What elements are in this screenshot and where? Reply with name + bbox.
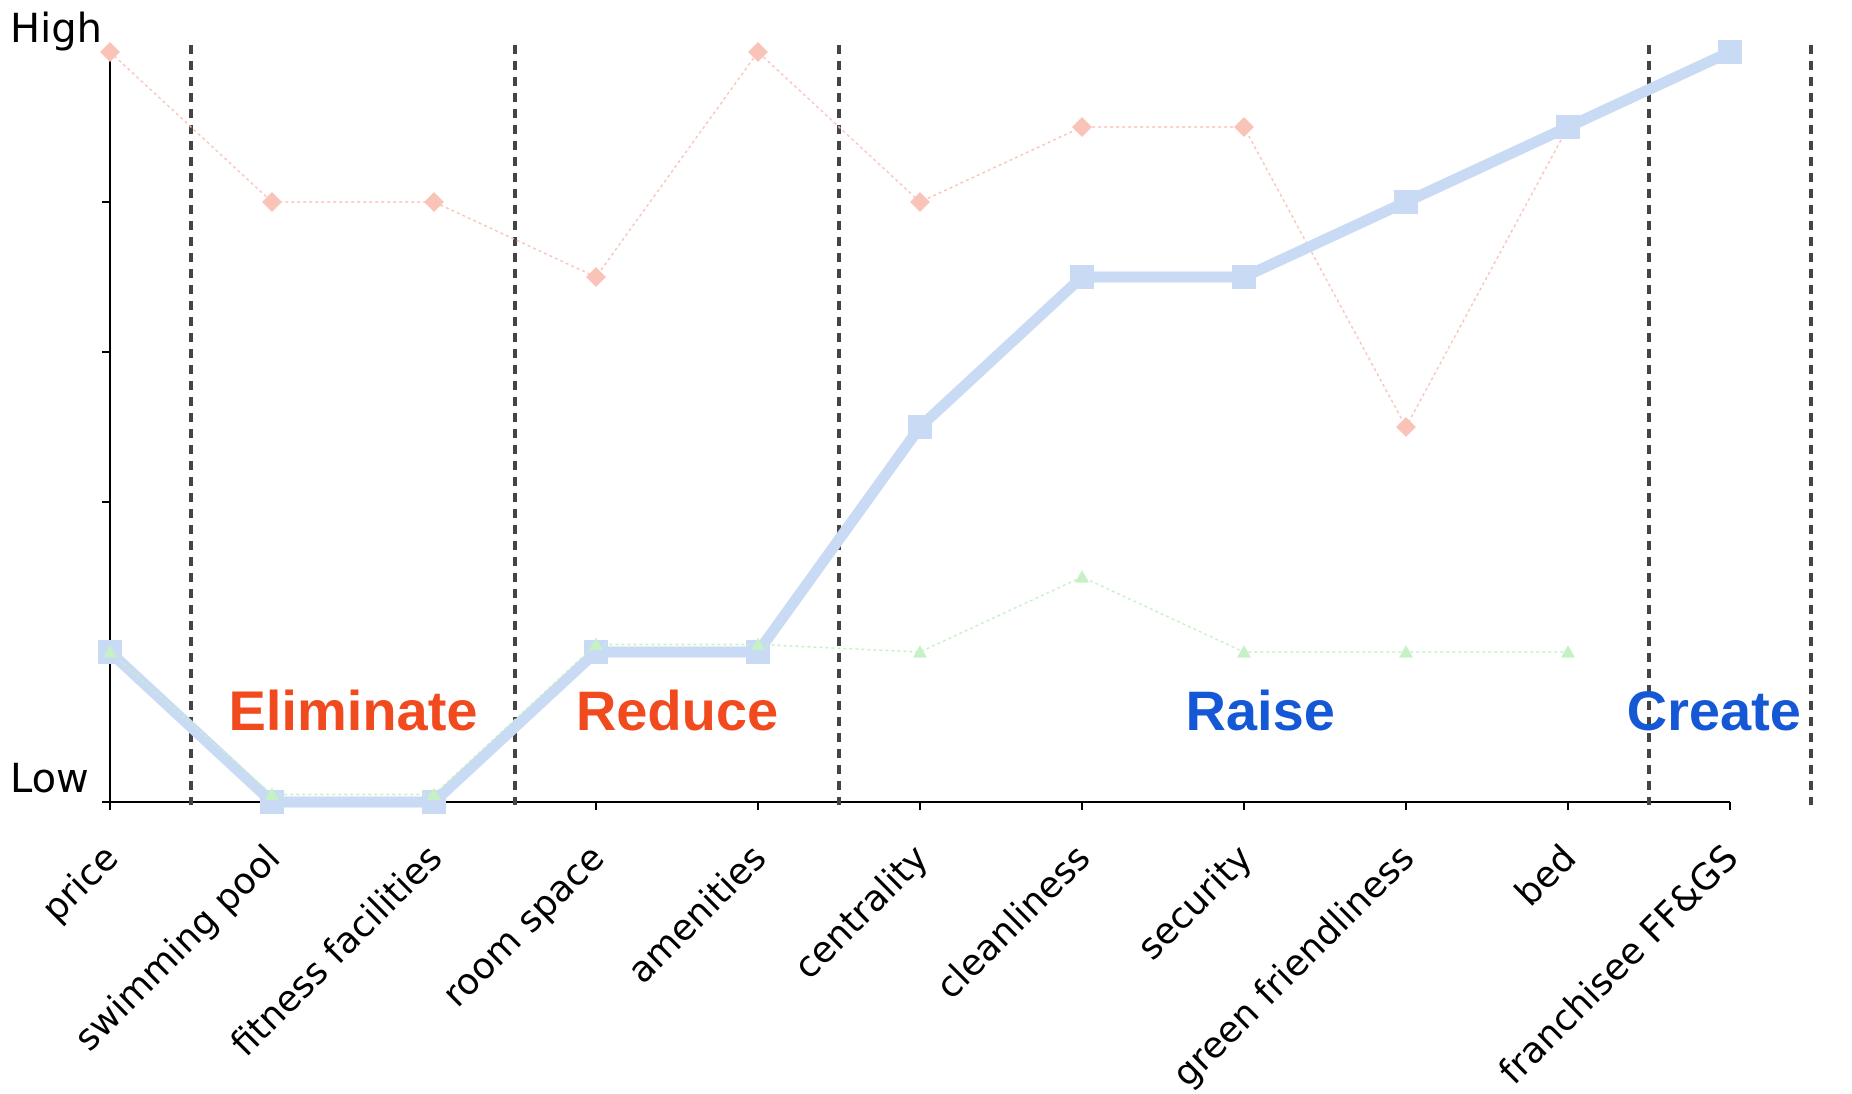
series-0-point-1 xyxy=(262,192,282,212)
region-label-create: Create xyxy=(1627,679,1801,742)
series-2-point-7 xyxy=(1237,645,1251,658)
series-0-diamond xyxy=(100,42,1578,437)
series-layer xyxy=(98,40,1742,814)
series-2-point-0 xyxy=(103,645,117,658)
x-tick-label-7: security xyxy=(1130,837,1261,968)
series-2-point-9 xyxy=(1561,645,1575,658)
series-0-point-3 xyxy=(586,267,606,287)
y-axis-high-label: High xyxy=(10,6,102,52)
x-tick-label-3: room space xyxy=(435,837,613,1015)
series-2-line xyxy=(109,576,1568,796)
x-tick-label-0: price xyxy=(34,837,126,929)
series-0-point-0 xyxy=(100,42,120,62)
region-label-reduce: Reduce xyxy=(576,679,778,742)
series-2-point-1 xyxy=(265,787,279,801)
y-axis-ticks xyxy=(102,51,110,803)
series-0-point-6 xyxy=(1072,117,1092,137)
series-1-point-7 xyxy=(1232,265,1256,289)
series-2-point-6 xyxy=(1075,570,1089,583)
x-tick-label-5: centrality xyxy=(786,837,936,987)
region-labels: Eliminate Reduce Raise Create xyxy=(229,679,1801,742)
series-1-point-5 xyxy=(908,415,932,439)
series-2-triangle xyxy=(103,570,1575,801)
x-tick-label-4: amenities xyxy=(620,837,774,991)
series-0-point-7 xyxy=(1234,117,1254,137)
x-tick-label-9: bed xyxy=(1507,837,1584,914)
series-0-point-5 xyxy=(910,192,930,212)
series-2-point-4 xyxy=(751,637,765,651)
series-0-point-4 xyxy=(748,42,768,62)
region-label-eliminate: Eliminate xyxy=(229,679,478,742)
region-label-raise: Raise xyxy=(1185,679,1334,742)
series-2-point-5 xyxy=(913,645,927,658)
x-tick-label-6: cleanliness xyxy=(928,837,1098,1007)
series-2-point-8 xyxy=(1399,645,1413,658)
y-axis-low-label: Low xyxy=(10,756,89,802)
series-0-point-8 xyxy=(1396,417,1416,437)
series-1-point-10 xyxy=(1718,40,1742,64)
series-0-point-2 xyxy=(424,192,444,212)
series-2-point-2 xyxy=(427,787,441,801)
y-axis xyxy=(102,51,111,803)
series-2-point-3 xyxy=(589,637,603,651)
series-1-point-8 xyxy=(1394,190,1418,214)
series-1-point-6 xyxy=(1070,265,1094,289)
series-0-line xyxy=(109,50,1569,429)
series-1-point-9 xyxy=(1556,115,1580,139)
